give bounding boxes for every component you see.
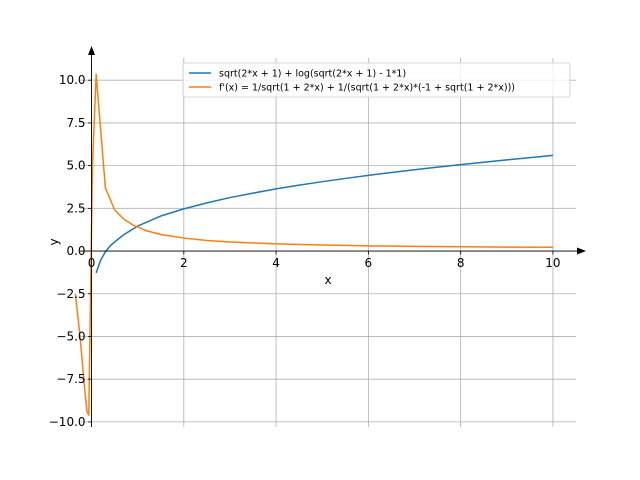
y-axis-label: y xyxy=(47,238,61,245)
y-tick-label-8: 10.0 xyxy=(59,73,86,87)
y-tick-label-3: −2.5 xyxy=(56,287,85,301)
y-axis-arrow xyxy=(88,46,96,55)
x-axis-arrow xyxy=(577,247,586,255)
ticks: 0 2 4 6 8 10 −10.0 −7.5 −5.0 −2.5 0.0 2.5 5.0 7.5 10.0 xyxy=(49,73,561,429)
y-tick-label-5: 2.5 xyxy=(66,201,85,215)
x-tick-label-2: 4 xyxy=(272,256,280,270)
series-line-1 xyxy=(95,154,554,274)
series-layer xyxy=(74,73,554,416)
x-tick-label-0: 0 xyxy=(88,256,96,270)
x-tick-label-4: 8 xyxy=(457,256,465,270)
axes xyxy=(80,46,586,427)
y-tick-label-1: −7.5 xyxy=(56,372,85,386)
legend: sqrt(2*x + 1) + log(sqrt(2*x + 1) - 1*1)… xyxy=(182,62,571,98)
y-tick-label-6: 5.0 xyxy=(66,159,85,173)
x-axis-label: x xyxy=(324,273,331,287)
legend-label-series-1: sqrt(2*x + 1) + log(sqrt(2*x + 1) - 1*1) xyxy=(219,69,406,80)
x-tick-label-1: 2 xyxy=(180,256,188,270)
y-tick-label-4: 0.0 xyxy=(66,244,85,258)
series-line-2 xyxy=(74,73,553,416)
y-tick-label-7: 7.5 xyxy=(66,116,85,130)
y-tick-label-2: −5.0 xyxy=(56,329,85,343)
y-tick-label-0: −10.0 xyxy=(49,415,86,429)
legend-label-series-2: f'(x) = 1/sqrt(1 + 2*x) + 1/(sqrt(1 + 2*… xyxy=(219,83,515,94)
legend-frame xyxy=(182,62,571,98)
x-tick-label-3: 6 xyxy=(365,256,373,270)
x-tick-label-5: 10 xyxy=(545,256,560,270)
grid xyxy=(80,58,576,427)
